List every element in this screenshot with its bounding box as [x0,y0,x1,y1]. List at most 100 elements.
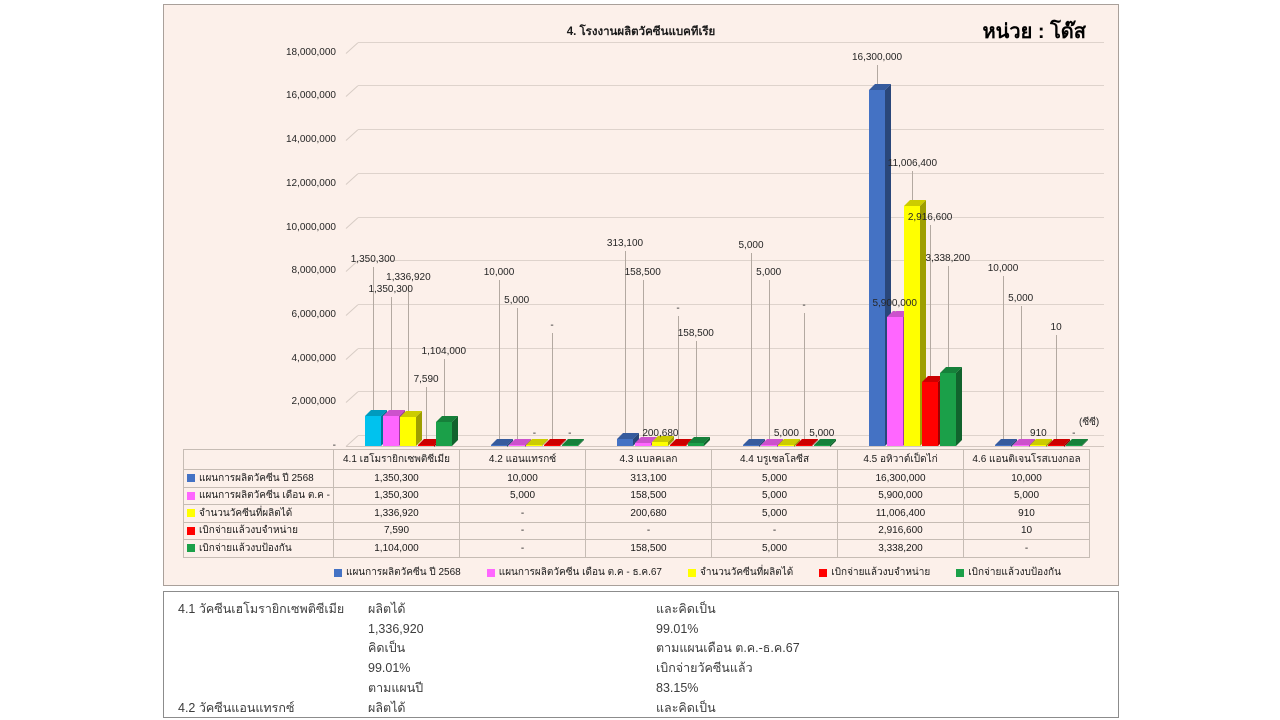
leader-line [516,308,518,439]
data-label: 10,000 [483,267,515,278]
legend-label: เบิกจ่ายแล้วงบจำหน่าย [831,567,931,578]
data-label: 2,916,600 [907,212,953,223]
grid-diagonal [345,348,359,360]
summary-month-col: และคิดเป็น-ตามแผนเดือน ต.ค.-ธ.ค.67เบิกจ่… [656,699,1118,720]
bar [400,416,417,446]
produced-value: 1,336,920 [368,621,424,636]
leader-line [552,333,554,439]
table-value-cell: 10,000 [460,470,586,488]
table-value-cell: 200,680 [586,505,712,523]
table-value-cell: 5,000 [964,487,1090,505]
data-label: - [1072,428,1076,439]
plot-area: - 2,000,000 4,000,000 6,000,000 8,000,000 10,… [164,5,1118,585]
legend-label: แผนการผลิตวัคซีน ปี 2568 [346,567,461,578]
legend-item: แผนการผลิตวัคซีน เดือน ต.ค - ธ.ค.67 [486,565,662,580]
table-value-cell: - [460,540,586,558]
legend-swatch [956,568,965,577]
bar [995,444,1011,446]
bar [634,442,651,446]
table-value-cell: 10,000 [964,470,1090,488]
bar [652,441,669,446]
legend-swatch [334,568,342,577]
legend-swatch [187,474,195,483]
data-label: 7,590 [413,374,439,385]
gridline [358,435,1104,436]
table-value-cell: 1,350,300 [334,487,460,505]
table-row-label-text: เบิกจ่ายแล้วงบป้องกัน [199,542,292,554]
table-value-cell: 158,500 [586,540,712,558]
label-per-year-plan: ตามแผนปี [368,680,424,695]
y-axis-tick-label: 18,000,000 [285,46,336,58]
leader-line [390,297,392,411]
legend-label: แผนการผลิตวัคซีน เดือน ต.ค - ธ.ค.67 [498,567,662,578]
table-row-label: แผนการผลิตวัคซีน เดือน ต.ค - ธ.ค.67 [184,487,334,505]
y-axis-tick-label: - [332,440,336,451]
summary-row: 4.2 วัคซีนแอนแทรกซ์ ผลิตได้-คิดเป็น-ตามแผ… [178,699,1118,720]
bar [1012,444,1029,446]
bar [617,439,633,446]
data-label: 1,350,300 [368,284,413,295]
bar [687,442,704,446]
bar [544,445,561,446]
disbursed-pct-value: 83.15% [656,680,699,695]
grid-diagonal [345,391,359,404]
y-axis-tick-label: 16,000,000 [285,90,336,102]
chart-panel: 4. โรงงานผลิตวัคซีนแบคทีเรีย หน่วย : โด๊… [163,4,1119,586]
y-axis-tick-label: 12,000,000 [285,177,336,189]
leader-line [877,65,878,84]
y-axis-tick-label: 8,000,000 [291,265,337,277]
leader-line [1003,276,1004,439]
grid-diagonal [345,304,359,316]
leader-line [930,225,932,377]
data-label: 1,104,000 [421,346,467,357]
data-label: 10,000 [987,263,1019,274]
leader-line [804,313,806,439]
data-label: 11,006,400 [887,158,938,169]
table-category-header: 4.3 แบลคเลก [586,450,712,470]
summary-text-block: 4.1 วัคซีนเฮโมรายิกเซพติซีเมีย ผลิตได้ 1,3… [178,600,1118,720]
table-value-cell: 3,338,200 [838,540,964,558]
table-value-cell: 10 [964,522,1090,540]
leader-line [751,253,752,439]
bar [743,444,759,446]
label-and-as-pct: และคิดเป็น [656,700,716,715]
bar [365,416,381,446]
table-value-cell: 1,336,920 [334,505,460,523]
grid-diagonal [345,85,359,98]
data-table: 4.1 เฮโมรายิกเซพติซีเมีย 4.2 แอนแทรกซ์ 4.3… [183,449,1090,558]
gridline [358,41,1104,43]
bar [922,382,939,446]
leader-line [912,171,914,200]
bar [382,416,399,446]
leader-line [678,316,680,439]
table-value-cell: 16,300,000 [838,470,964,488]
bar [778,444,795,446]
leader-line [642,280,644,437]
leader-line [625,251,626,434]
leader-line [426,387,428,439]
table-value-cell: 7,590 [334,522,460,540]
leader-line [768,280,770,439]
label-and-as-pct: และคิดเป็น [656,602,716,616]
unit-label: หน่วย : โด๊ส [982,21,1086,43]
data-label: 158,500 [677,328,714,339]
summary-month-col: และคิดเป็น 99.01% ตามแผนเดือน ต.ค.-ธ.ค.67 เ… [656,600,1118,699]
gridline [358,391,1104,393]
table-value-cell: 11,006,400 [838,505,964,523]
year-pct-value: 99.01% [368,661,411,676]
bar [904,205,921,446]
legend-item: จำนวนวัคซีนที่ผลิตได้ [687,565,793,580]
table-category-header: 4.5 อหิวาต์เป็ดไก่ [838,450,964,470]
table-value-cell: - [586,522,712,540]
table-row-label: แผนการผลิตวัคซีน ปี 2568 [184,470,334,488]
grid-diagonal [345,129,359,141]
bar [1030,444,1047,446]
chart-title: 4. โรงงานผลิตวัคซีนแบคทีเรีย [566,26,716,38]
table-category-header: 4.4 บรูเซลโลซีส [712,450,838,470]
y-axis-tick-label: 2,000,000 [291,396,337,408]
data-label: 313,100 [606,238,644,249]
bar [526,445,543,446]
chart-legend: แผนการผลิตวัคซีน ปี 2568 แผนการผลิตวัคซีน… [334,565,1134,580]
label-per-month-plan: ตามแผนเดือน ต.ค.-ธ.ค.67 [656,641,800,656]
